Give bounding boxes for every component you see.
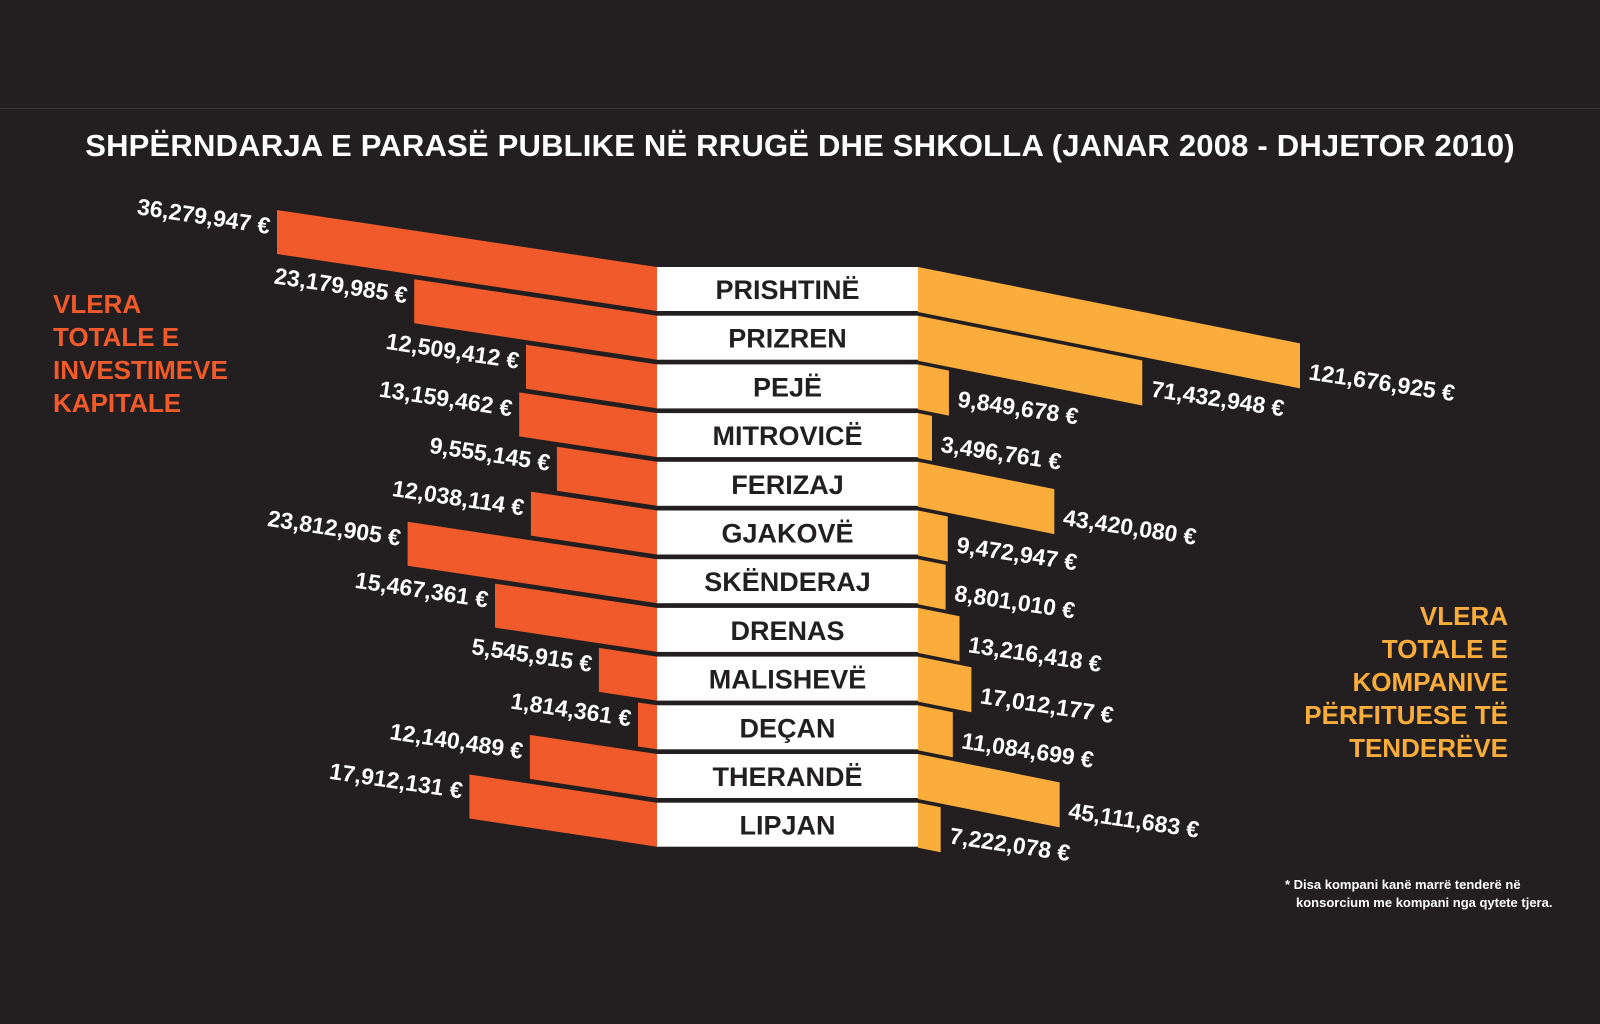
city-label: PEJË (753, 372, 822, 402)
left-bar (525, 344, 657, 409)
city-box (657, 656, 918, 701)
right-value-label: 7,222,078 € (948, 822, 1072, 866)
right-bar (918, 267, 1300, 389)
left-bar (277, 210, 657, 311)
left-bar (530, 491, 657, 555)
city-label: MITROVICË (712, 421, 862, 451)
city-label: PRIZREN (728, 324, 847, 354)
left-bar (414, 279, 657, 360)
right-bar (918, 510, 948, 562)
right-label-line: TENDERËVE (1349, 733, 1508, 763)
city-box (657, 802, 918, 847)
left-bar (494, 583, 657, 652)
right-value-label: 9,849,678 € (956, 386, 1080, 430)
right-bar (918, 656, 972, 713)
city-label: DRENAS (730, 616, 844, 646)
right-series-label: VLERA TOTALE E KOMPANIVE PËRFITUESE TË T… (1208, 600, 1508, 765)
city-label: LIPJAN (739, 811, 835, 841)
left-bar (529, 734, 657, 798)
city-label: PRISHTINË (715, 275, 859, 305)
right-value-label: 43,420,080 € (1062, 504, 1199, 550)
right-bar (918, 413, 932, 461)
left-label-line: VLERA (53, 289, 142, 319)
city-label: DEÇAN (739, 713, 835, 743)
left-value-label: 23,812,905 € (266, 505, 403, 551)
right-bar (918, 705, 953, 758)
left-label-line: INVESTIMEVE (53, 355, 228, 385)
footnote-line: konsorcium me kompani nga qytete tjera. (1296, 895, 1553, 910)
left-label-line: KAPITALE (53, 388, 182, 418)
right-value-label: 11,084,699 € (960, 727, 1096, 772)
right-value-label: 9,472,947 € (955, 532, 1079, 576)
footnote-line: * Disa kompani kanë marrë tenderë në (1285, 877, 1521, 892)
chart-title: SHPËRNDARJA E PARASË PUBLIKE NË RRUGË DH… (85, 128, 1515, 163)
city-box (657, 267, 918, 311)
left-value-label: 36,279,947 € (135, 193, 272, 239)
right-label-line: VLERA (1419, 601, 1508, 631)
city-box (657, 754, 918, 798)
city-box (657, 364, 918, 409)
left-value-label: 17,912,131 € (328, 758, 465, 804)
right-bar (918, 607, 960, 662)
right-bar (918, 461, 1055, 535)
left-value-label: 13,159,462 € (378, 376, 515, 422)
city-label: MALISHEVË (709, 665, 867, 695)
right-value-label: 121,676,925 € (1307, 359, 1457, 406)
right-value-label: 71,432,948 € (1150, 376, 1287, 422)
city-label: SKËNDERAJ (704, 567, 871, 597)
city-box (657, 413, 918, 458)
top-divider (0, 108, 1600, 109)
right-value-label: 3,496,761 € (939, 431, 1063, 475)
left-value-label: 12,140,489 € (388, 718, 525, 764)
city-box (657, 461, 918, 506)
city-box (657, 510, 918, 555)
left-bar (519, 392, 657, 458)
left-bar (469, 774, 657, 847)
city-label: THERANDË (712, 762, 862, 792)
left-bar (407, 521, 657, 604)
right-value-label: 45,111,683 € (1067, 798, 1201, 843)
right-value-label: 13,216,418 € (967, 631, 1104, 677)
right-value-label: 17,012,177 € (979, 683, 1116, 729)
left-value-label: 12,038,114 € (391, 475, 527, 520)
right-bars-group (918, 267, 1300, 853)
footnote: * Disa kompani kanë marrë tenderë në kon… (1285, 876, 1595, 912)
city-box (657, 315, 918, 360)
right-bar (918, 559, 946, 610)
right-label-line: PËRFITUESE TË (1304, 700, 1508, 730)
city-label: FERIZAJ (731, 470, 844, 500)
right-bar (918, 364, 949, 416)
right-label-line: TOTALE E (1381, 634, 1508, 664)
right-bar (918, 315, 1143, 406)
city-box (657, 705, 918, 750)
city-label-boxes: PRISHTINË PRIZREN PEJË MITROVICË FERIZAJ GJAK… (657, 267, 918, 847)
right-label-line: KOMPANIVE (1352, 667, 1508, 697)
right-value-label: 8,801,010 € (953, 580, 1077, 624)
left-bar (598, 647, 657, 701)
right-bar (918, 802, 941, 853)
city-box (657, 559, 918, 604)
left-label-line: TOTALE E (53, 322, 180, 352)
left-bar (556, 446, 657, 506)
left-bar (637, 702, 657, 750)
city-box (657, 607, 918, 652)
left-series-label: VLERA TOTALE E INVESTIMEVE KAPITALE (53, 288, 293, 420)
left-bars-group (277, 210, 657, 847)
right-bar (918, 754, 1060, 828)
city-label: GJAKOVË (721, 519, 853, 549)
